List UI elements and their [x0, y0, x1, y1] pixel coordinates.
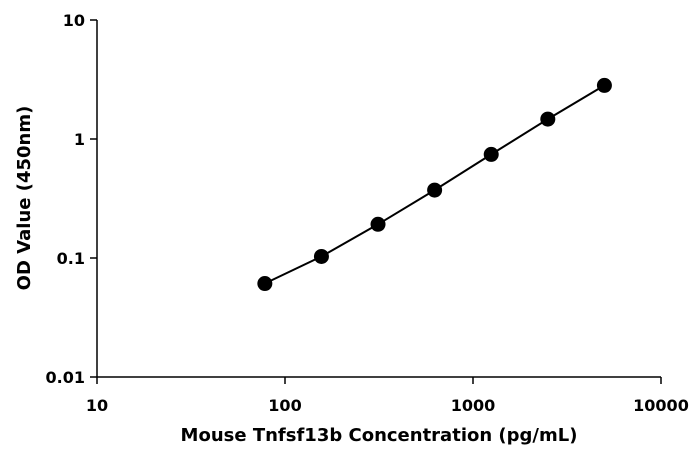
ticks — [90, 19, 662, 384]
x-tick-label: 1000 — [451, 396, 496, 415]
x-tick-label: 100 — [268, 396, 301, 415]
y-tick-label: 10 — [63, 11, 85, 30]
data-point — [540, 111, 556, 127]
x-tick-label: 10000 — [633, 396, 689, 415]
x-axis-title: Mouse Tnfsf13b Concentration (pg/mL) — [181, 425, 578, 446]
y-tick-label: 1 — [74, 130, 85, 149]
data-point — [257, 276, 273, 292]
y-axis-title: OD Value (450nm) — [14, 106, 35, 291]
data-point — [427, 182, 443, 198]
y-tick-label: 0.1 — [57, 249, 85, 268]
data-point — [313, 248, 329, 264]
series — [257, 77, 612, 292]
data-point — [596, 77, 612, 93]
tick-labels: 0.01 0.1 1 10 10 100 1000 10000 — [46, 11, 689, 415]
y-tick-label: 0.01 — [46, 368, 85, 387]
axes — [96, 20, 661, 378]
data-point — [483, 146, 499, 162]
x-tick-label: 10 — [86, 396, 108, 415]
data-point — [370, 216, 386, 232]
